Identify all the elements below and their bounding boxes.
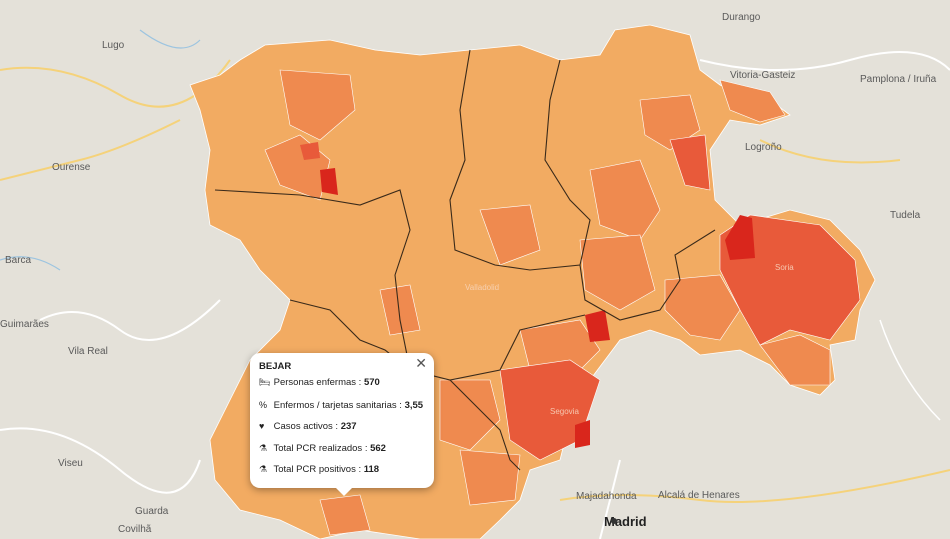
flask-icon: ⚗ [259,443,268,453]
close-icon[interactable]: ✕ [415,355,427,371]
label-vitoria: Vitoria-Gasteiz [730,70,795,81]
label-durango: Durango [722,12,761,23]
label-lugo: Lugo [102,40,125,51]
label-covilha: Covilhã [118,524,152,535]
popup-row-casos-activos: ♥ Casos activos : 237 [259,421,357,432]
label-madrid: Madrid [604,514,647,529]
bed-icon: 🛏 [259,377,271,387]
row-label: Casos activos : [273,421,339,432]
row-label: Enfermos / tarjetas sanitarias : [273,400,402,411]
popup-row-personas-enfermas: 🛏 Personas enfermas : 570 [259,377,380,388]
row-value: 118 [363,464,380,475]
label-segovia: Segovia [550,407,579,416]
popup-row-pcr-realizados: ⚗ Total PCR realizados : 562 [259,443,386,454]
municipality-popup: BEJAR ✕ 🛏 Personas enfermas : 570 % Enfe… [250,353,434,496]
label-majadahonda: Majadahonda [576,491,637,502]
row-value: 237 [340,421,357,432]
row-label: Total PCR positivos : [273,464,362,475]
incidence-zones [264,69,861,536]
label-tudela: Tudela [890,210,921,221]
row-value: 3,55 [404,400,424,411]
label-guarda: Guarda [135,506,169,517]
place-labels: Durango Lugo Vitoria-Gasteiz Pamplona / … [0,12,937,535]
popup-row-pcr-positivos: ⚗ Total PCR positivos : 118 [259,464,379,475]
row-label: Total PCR realizados : [273,443,368,454]
label-viseu: Viseu [58,458,83,469]
heartbeat-icon: ♥ [259,421,265,431]
label-soria: Soria [775,263,794,272]
label-vila-real: Vila Real [68,346,108,357]
popup-title: BEJAR [259,361,292,372]
popup-row-ratio: % Enfermos / tarjetas sanitarias : 3,55 [259,400,423,411]
label-guimaraes: Guimarães [0,319,49,330]
madrid-dot [611,518,617,524]
label-valladolid: Valladolid [465,283,499,292]
flask-icon: ⚗ [259,464,268,474]
label-alcala: Alcalá de Henares [658,490,740,501]
percent-icon: % [259,400,268,410]
label-pamplona: Pamplona / Iruña [860,74,937,85]
row-label: Personas enfermas : [273,377,362,388]
label-ourense: Ourense [52,162,91,173]
row-value: 562 [370,443,386,454]
label-barca: Barca [5,255,32,266]
row-value: 570 [363,377,380,388]
label-logrono: Logroño [745,142,782,153]
